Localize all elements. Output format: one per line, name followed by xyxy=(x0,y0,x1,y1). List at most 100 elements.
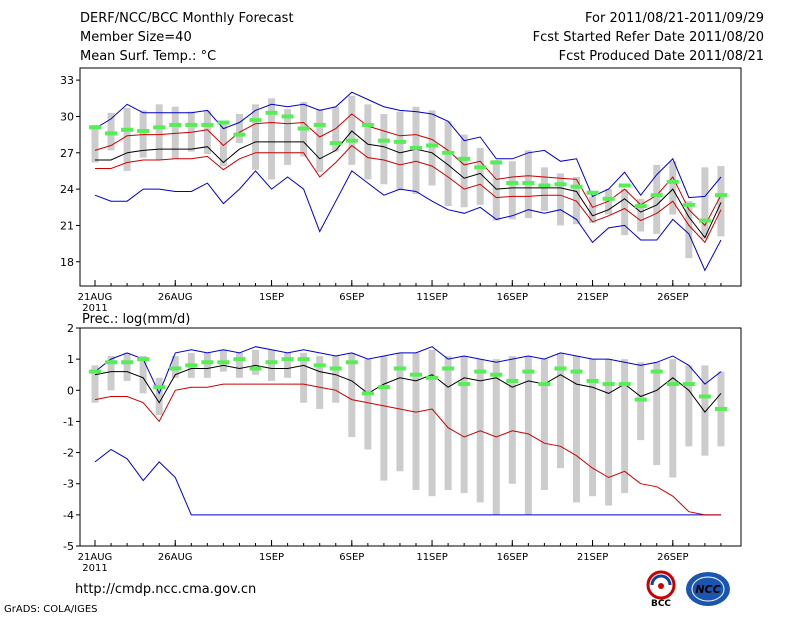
temp-obs-mark xyxy=(442,150,455,155)
bcc-logo-text: BCC xyxy=(651,599,671,608)
temp-spread-box xyxy=(171,106,179,159)
prec-obs-mark xyxy=(506,378,519,383)
temp-obs-mark xyxy=(570,184,583,189)
temp-obs-mark xyxy=(217,120,230,125)
prec-y-tick-label: 0 xyxy=(67,384,74,397)
temp-spread-box xyxy=(187,111,195,152)
prec-y-tick-label: -1 xyxy=(63,415,74,428)
temp-spread-box xyxy=(203,110,211,154)
prec-obs-mark xyxy=(313,363,326,368)
temp-obs-mark xyxy=(169,122,182,127)
prec-frame xyxy=(79,327,742,547)
temp-mean-line xyxy=(95,130,722,239)
prec-spread-box xyxy=(139,356,147,394)
temp-spread-box xyxy=(476,147,484,205)
fcst-started-date: Fcst Started Refer Date 2011/08/20 xyxy=(532,30,764,45)
temp-p10-line xyxy=(95,144,722,244)
temp-spread-box xyxy=(556,173,564,226)
temp-obs-mark xyxy=(121,127,134,132)
prec-obs-mark xyxy=(570,369,583,374)
prec-spread-box xyxy=(364,359,372,450)
prec-spread-box xyxy=(556,352,564,469)
chart-title: DERF/NCC/BCC Monthly Forecast xyxy=(80,11,294,26)
temp-spread-box xyxy=(444,121,452,207)
prec-spread-box xyxy=(460,356,468,494)
prec-x-tick-label: 21AUG xyxy=(78,552,113,563)
prec-obs-mark xyxy=(281,357,294,362)
temp-max-line xyxy=(94,91,722,199)
temp-obs-mark xyxy=(554,182,567,187)
temp-obs-mark xyxy=(458,156,471,161)
prec-obs-mark xyxy=(249,366,262,371)
prec-spread-box xyxy=(669,359,677,478)
temp-obs-mark xyxy=(634,204,647,209)
temp-obs-mark xyxy=(682,202,695,207)
temp-y-tick-label: 18 xyxy=(60,256,74,269)
prec-spread-box xyxy=(524,356,532,515)
temp-spread-box xyxy=(428,110,436,186)
prec-obs-mark xyxy=(410,372,422,377)
temp-x-tick-label: 26SEP xyxy=(657,292,688,303)
temp-x-tick-label: 16SEP xyxy=(497,292,528,303)
temp-spread-box xyxy=(508,161,516,220)
temp-spread-box xyxy=(268,98,276,180)
temp-spread-box xyxy=(605,189,613,215)
temp-y-tick-label: 33 xyxy=(60,74,74,87)
prec-p10-line xyxy=(94,383,721,516)
prec-spread-box xyxy=(316,356,324,409)
temp-obs-mark xyxy=(586,190,599,195)
temp-obs-mark xyxy=(618,183,631,188)
temp-obs-mark xyxy=(410,145,422,150)
temp-spread-box xyxy=(139,110,147,158)
prec-obs-mark xyxy=(329,366,342,371)
temp-obs-mark xyxy=(137,128,150,133)
temp-x-tick-label: 21SEP xyxy=(577,292,608,303)
prec-obs-mark xyxy=(602,382,615,387)
prec-spread-box xyxy=(508,356,516,484)
temp-y-tick-label: 24 xyxy=(60,183,74,196)
temp-obs-mark xyxy=(506,181,519,186)
temp-obs-mark xyxy=(89,125,101,130)
prec-spread-box xyxy=(123,352,131,381)
temp-p90-line xyxy=(94,113,722,227)
prec-x-tick-label: 26AUG xyxy=(158,552,193,563)
temp-spread-box xyxy=(252,104,259,170)
temp-obs-mark xyxy=(201,122,214,127)
prec-obs-mark xyxy=(217,360,230,365)
prec-spread-box xyxy=(444,356,452,490)
temp-obs-mark xyxy=(714,193,727,198)
prec-spread-box xyxy=(91,365,99,403)
prec-spread-box xyxy=(348,352,356,437)
temp-obs-mark xyxy=(393,139,406,144)
prec-obs-mark xyxy=(233,357,246,362)
temp-spread-box xyxy=(219,122,227,167)
temp-obs-mark xyxy=(426,143,439,148)
prec-obs-mark xyxy=(490,372,503,377)
source-url[interactable]: http://cmdp.ncc.cma.gov.cn xyxy=(75,582,257,597)
prec-x-tick-label: 26SEP xyxy=(657,552,688,563)
temp-spread-box xyxy=(284,109,292,165)
prec-obs-mark xyxy=(618,382,631,387)
temp-obs-mark xyxy=(105,131,118,136)
temp-spread-box xyxy=(380,114,388,185)
prec-spread-box xyxy=(589,359,597,497)
prec-x-tick-label: 21SEP xyxy=(577,552,608,563)
prec-spread-box xyxy=(332,356,340,403)
temp-obs-mark xyxy=(233,132,246,137)
prec-y-tick-label: -4 xyxy=(63,509,74,522)
temp-obs-mark xyxy=(265,110,278,115)
prec-spread-box xyxy=(235,352,243,378)
prec-obs-mark xyxy=(137,357,150,362)
temp-obs-mark xyxy=(281,114,294,119)
bcc-logo-icon: BCC xyxy=(646,570,676,608)
prec-obs-mark xyxy=(121,360,134,365)
prec-spread-box xyxy=(380,356,388,481)
temp-year-label: 2011 xyxy=(82,303,107,314)
prec-obs-mark xyxy=(105,360,118,365)
prec-obs-mark xyxy=(538,382,551,387)
prec-spread-box xyxy=(284,352,292,378)
temp-spread-box xyxy=(621,189,629,236)
prec-mean-line xyxy=(94,364,722,413)
temp-spread-box xyxy=(155,104,163,161)
